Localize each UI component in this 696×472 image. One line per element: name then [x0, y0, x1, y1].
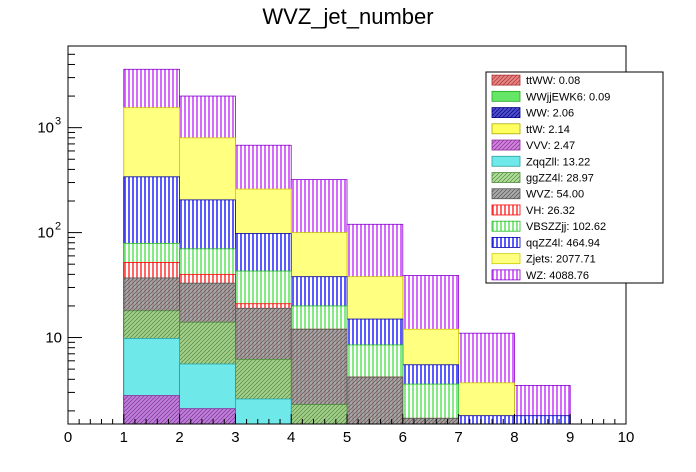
histogram-bars [123, 68, 571, 425]
legend-swatch [491, 237, 521, 248]
legend-swatch [491, 253, 521, 265]
legend-entry: VBSZZjj: 102.62 [491, 220, 606, 233]
legend-entry: WWjjEWK6: 0.09 [491, 90, 610, 103]
x-tick-label: 8 [510, 429, 518, 446]
legend-entry: WW: 2.06 [491, 107, 574, 120]
bar-ggzz4l-bin-4 [290, 404, 348, 425]
legend-label: ttW: 2.14 [526, 124, 570, 136]
legend-swatch [491, 139, 521, 151]
x-tick-label: 6 [399, 429, 407, 446]
x-tick-label: 0 [64, 429, 72, 446]
bar-vvv-bin-1 [123, 395, 181, 425]
legend-label: WVZ: 54.00 [526, 189, 584, 201]
legend-entry: qqZZ4l: 464.94 [491, 237, 600, 249]
legend-label: WZ: 4088.76 [526, 270, 589, 282]
legend-entry: WZ: 4088.76 [491, 269, 589, 282]
legend-label: ZqqZll: 13.22 [526, 156, 590, 168]
bar-wvz-bin-5 [346, 376, 404, 425]
legend-swatch [491, 90, 521, 102]
legend-label: ttWW: 0.08 [526, 75, 580, 87]
y-tick-label: 10 [37, 120, 54, 137]
x-tick-label: 3 [231, 429, 239, 446]
legend-swatch [491, 204, 521, 216]
legend-entry: VVV: 2.47 [491, 139, 575, 152]
x-tick-label: 10 [618, 429, 635, 446]
legend-swatch [491, 155, 521, 167]
bar-qqzz4l-bin-7 [458, 415, 515, 425]
legend-swatch [491, 220, 521, 232]
series-wvz [123, 277, 459, 425]
bar-qqzz4l-bin-8 [514, 415, 571, 425]
bar-vvv-bin-2 [179, 408, 236, 425]
legend-swatch [491, 269, 521, 281]
legend-label: WWjjEWK6: 0.09 [526, 91, 610, 103]
legend-label: VBSZZjj: 102.62 [526, 221, 606, 233]
y-tick-exponent: 3 [55, 116, 61, 128]
legend-label: VH: 26.32 [526, 205, 575, 217]
x-tick-label: 4 [287, 429, 295, 446]
legend-entry: ZqqZll: 13.22 [491, 155, 590, 168]
legend-entry: ttW: 2.14 [491, 123, 570, 136]
legend-entry: VH: 26.32 [491, 204, 575, 217]
legend-label: qqZZ4l: 464.94 [526, 237, 600, 249]
bar-wvz-bin-6 [402, 417, 459, 425]
legend-entry: ttWW: 0.08 [491, 74, 580, 87]
legend: ttWW: 0.08 WWjjEWK6: 0.09 WW: 2.06 ttW: 2.1… [485, 71, 664, 284]
legend-swatch [491, 172, 521, 183]
legend-entry: ggZZ4l: 28.97 [491, 172, 594, 185]
legend-swatch [491, 107, 521, 118]
y-tick-label: 10 [45, 330, 62, 347]
x-tick-label: 7 [454, 429, 462, 446]
chart-title: WVZ_jet_number [262, 4, 433, 29]
y-tick-label: 10 [37, 225, 54, 242]
legend-label: VVV: 2.47 [526, 140, 575, 152]
legend-entry: Zjets: 2077.71 [491, 253, 596, 266]
y-tick-exponent: 2 [55, 221, 61, 233]
x-tick-label: 2 [175, 429, 183, 446]
legend-label: Zjets: 2077.71 [526, 254, 596, 266]
x-tick-label: 1 [120, 429, 128, 446]
legend-swatch [491, 188, 521, 200]
legend-swatch [491, 123, 521, 135]
x-tick-label: 9 [566, 429, 574, 446]
bar-zqqzll-bin-3 [234, 398, 292, 425]
legend-label: WW: 2.06 [526, 108, 574, 120]
legend-swatch [491, 74, 521, 86]
legend-entry: WVZ: 54.00 [491, 188, 584, 201]
legend-label: ggZZ4l: 28.97 [526, 173, 594, 185]
x-tick-label: 5 [343, 429, 351, 446]
